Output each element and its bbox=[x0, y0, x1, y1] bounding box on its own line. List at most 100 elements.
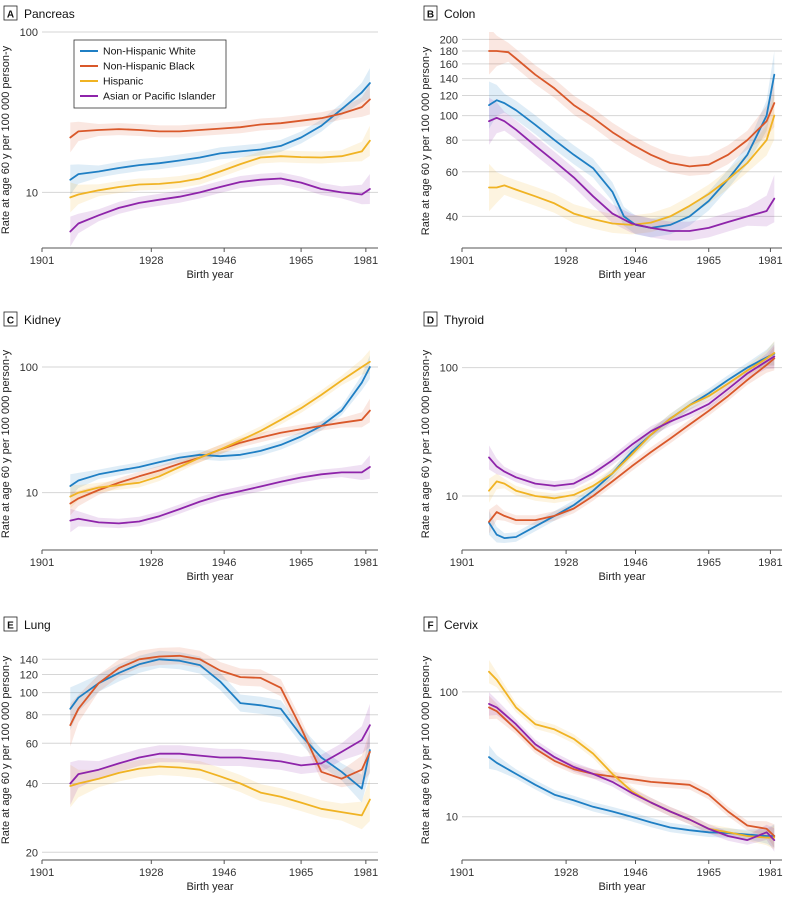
ci-band-asian-or-pacific-islander bbox=[489, 97, 775, 241]
plot-area bbox=[488, 32, 776, 241]
panel-letter-box bbox=[3, 5, 18, 21]
y-tick-label: 20 bbox=[26, 847, 38, 859]
series-line-hispanic bbox=[488, 670, 776, 839]
y-tick-label: 80 bbox=[26, 710, 38, 722]
ci-band-non-hispanic-black bbox=[70, 398, 370, 516]
x-tick-label: 1946 bbox=[623, 557, 647, 569]
legend-label-non-hispanic-black: Non-Hispanic Black bbox=[103, 61, 195, 73]
ci-band-non-hispanic-white bbox=[489, 745, 775, 848]
y-tick-label: 140 bbox=[440, 74, 458, 86]
x-tick-label: 1981 bbox=[758, 255, 782, 267]
series-line-hispanic bbox=[69, 765, 371, 817]
x-tick-label: 1946 bbox=[623, 867, 647, 879]
x-tick-label: 1981 bbox=[354, 867, 378, 879]
x-tick-label: 1901 bbox=[30, 557, 54, 569]
panel-title: Cervix bbox=[444, 618, 478, 632]
x-tick-label: 1928 bbox=[139, 867, 163, 879]
panel-cervix: F Cervix 10 100 1901 1928 1946 1965 1981 Birth ye… bbox=[420, 616, 783, 893]
y-tick-label: 80 bbox=[446, 135, 458, 147]
y-tick-label: 100 bbox=[440, 363, 458, 375]
legend-box bbox=[73, 39, 227, 109]
x-tick-label: 1965 bbox=[289, 255, 313, 267]
y-tick-label: 10 bbox=[446, 491, 458, 503]
panel-letter: F bbox=[427, 621, 433, 632]
series-line-non-hispanic-black bbox=[488, 706, 776, 837]
series-line-hispanic bbox=[69, 360, 371, 498]
x-tick-label: 1965 bbox=[697, 255, 721, 267]
x-axis-title: Birth year bbox=[186, 571, 233, 583]
x-tick-label: 1946 bbox=[623, 255, 647, 267]
ci-band-asian-or-pacific-islander bbox=[70, 455, 370, 533]
series-line-asian-or-pacific-islander bbox=[69, 466, 371, 525]
panel-kidney: C Kidney 10 100 1901 1928 1946 1965 1981 Birth ye… bbox=[0, 311, 378, 583]
y-tick-label: 120 bbox=[20, 670, 38, 682]
x-tick-label: 1946 bbox=[212, 255, 236, 267]
plot-area bbox=[488, 341, 776, 543]
y-tick-label: 160 bbox=[440, 59, 458, 71]
ci-band-non-hispanic-black bbox=[70, 84, 370, 153]
x-tick-label: 1928 bbox=[139, 255, 163, 267]
panel-title: Lung bbox=[24, 618, 51, 632]
legend-label-hispanic: Hispanic bbox=[103, 76, 143, 88]
series-line-non-hispanic-white bbox=[69, 366, 371, 487]
ci-band-asian-or-pacific-islander bbox=[489, 692, 775, 852]
y-axis-title: Rate at age 60 y per 100 000 person-y bbox=[0, 655, 12, 844]
x-tick-label: 1965 bbox=[697, 557, 721, 569]
x-tick-label: 1901 bbox=[30, 255, 54, 267]
x-tick-label: 1981 bbox=[758, 867, 782, 879]
x-tick-label: 1901 bbox=[450, 255, 474, 267]
series-line-asian-or-pacific-islander bbox=[488, 355, 776, 487]
x-tick-label: 1928 bbox=[139, 557, 163, 569]
panel-letter-box bbox=[3, 616, 18, 632]
panel-letter-box bbox=[423, 5, 438, 21]
plot-area bbox=[69, 68, 371, 247]
series-line-non-hispanic-white bbox=[69, 82, 371, 181]
x-tick-label: 1965 bbox=[289, 867, 313, 879]
x-tick-label: 1901 bbox=[450, 867, 474, 879]
panel-letter: C bbox=[7, 316, 14, 327]
ci-band-hispanic bbox=[70, 757, 370, 830]
x-tick-label: 1981 bbox=[758, 557, 782, 569]
x-axis-title: Birth year bbox=[186, 269, 233, 281]
x-axis-title: Birth year bbox=[186, 881, 233, 893]
legend-label-asian-or-pacific-islander: Asian or Pacific Islander bbox=[103, 91, 216, 103]
series-line-asian-or-pacific-islander bbox=[488, 116, 776, 232]
plot-area bbox=[488, 660, 776, 852]
y-tick-label: 10 bbox=[26, 488, 38, 500]
x-tick-label: 1946 bbox=[212, 867, 236, 879]
series-line-non-hispanic-black bbox=[69, 654, 371, 780]
panel-pancreas: A Pancreas 10 100 1901 1928 1946 1965 1981 Birth … bbox=[0, 5, 378, 281]
y-tick-label: 40 bbox=[446, 211, 458, 223]
ci-band-non-hispanic-white bbox=[489, 341, 775, 543]
y-tick-label: 100 bbox=[440, 687, 458, 699]
x-tick-label: 1946 bbox=[212, 557, 236, 569]
panel-letter: A bbox=[7, 10, 14, 21]
series-line-non-hispanic-black bbox=[488, 357, 776, 523]
ci-band-non-hispanic-black bbox=[489, 32, 775, 176]
ci-band-asian-or-pacific-islander bbox=[70, 703, 370, 805]
series-line-non-hispanic-black bbox=[69, 98, 371, 139]
plot-area bbox=[69, 350, 371, 533]
y-tick-label: 10 bbox=[26, 187, 38, 199]
panel-letter: E bbox=[7, 621, 14, 632]
y-tick-label: 100 bbox=[20, 688, 38, 700]
plot-area bbox=[69, 647, 371, 830]
panel-letter-box bbox=[3, 311, 18, 327]
y-tick-label: 180 bbox=[440, 46, 458, 58]
x-tick-label: 1901 bbox=[450, 557, 474, 569]
y-tick-label: 140 bbox=[20, 654, 38, 666]
y-tick-label: 100 bbox=[20, 362, 38, 374]
series-line-hispanic bbox=[69, 139, 371, 199]
y-tick-label: 100 bbox=[440, 111, 458, 123]
x-axis-title: Birth year bbox=[598, 571, 645, 583]
y-tick-label: 100 bbox=[20, 27, 38, 39]
ci-band-non-hispanic-black bbox=[70, 647, 370, 788]
y-axis-title: Rate at age 60 y per 100 000 person-y bbox=[420, 46, 432, 235]
x-axis-title: Birth year bbox=[598, 881, 645, 893]
y-tick-label: 60 bbox=[446, 167, 458, 179]
ci-band-non-hispanic-white bbox=[70, 68, 370, 195]
panel-letter: B bbox=[427, 10, 434, 21]
panel-letter: D bbox=[427, 316, 434, 327]
ci-band-hispanic bbox=[70, 125, 370, 213]
